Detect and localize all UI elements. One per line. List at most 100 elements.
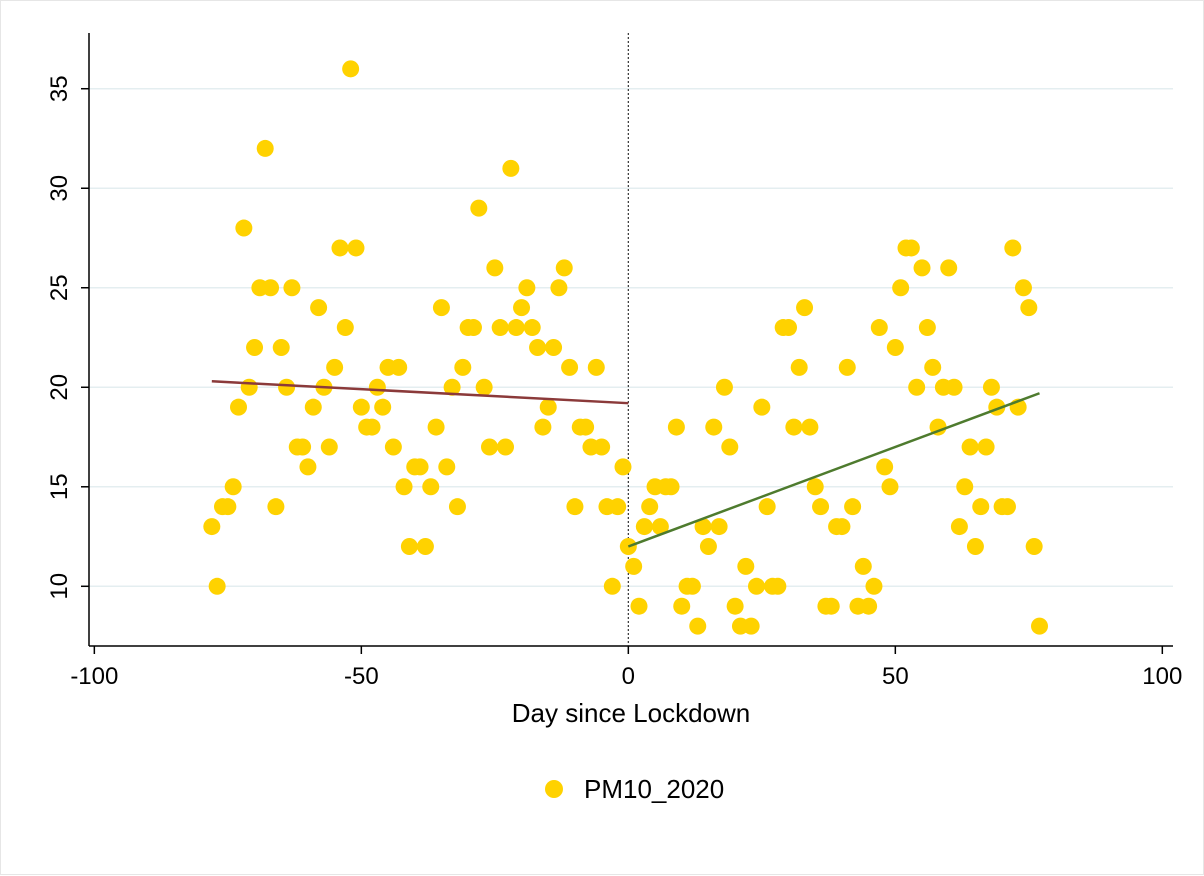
x-axis-title: Day since Lockdown — [512, 698, 750, 728]
data-point — [630, 597, 648, 615]
data-point — [422, 478, 440, 496]
data-point — [998, 498, 1016, 516]
data-point — [780, 319, 798, 337]
data-point — [427, 418, 445, 436]
data-point — [902, 239, 920, 257]
data-point — [715, 378, 733, 396]
data-point — [1031, 617, 1049, 635]
data-point — [283, 279, 301, 297]
data-point — [982, 378, 1000, 396]
data-point — [534, 418, 552, 436]
data-point — [603, 577, 621, 595]
data-point — [299, 458, 317, 476]
data-point — [342, 60, 360, 78]
data-point — [1014, 279, 1032, 297]
y-tick-label: 15 — [46, 473, 73, 500]
data-point — [454, 358, 472, 376]
data-point — [699, 537, 717, 555]
data-point — [529, 338, 547, 356]
data-point — [278, 378, 296, 396]
fit-line-post-lockdown — [627, 392, 1040, 548]
data-point — [545, 338, 563, 356]
data-point — [806, 478, 824, 496]
data-point — [432, 299, 450, 317]
data-point — [523, 319, 541, 337]
data-point — [977, 438, 995, 456]
data-point — [368, 378, 386, 396]
data-point — [913, 259, 931, 277]
data-point — [262, 279, 280, 297]
data-point — [438, 458, 456, 476]
data-point — [336, 319, 354, 337]
data-point — [844, 498, 862, 516]
legend: PM10_2020 — [545, 774, 724, 804]
data-point — [390, 358, 408, 376]
data-point — [833, 518, 851, 536]
data-point — [721, 438, 739, 456]
y-tick-label: 25 — [46, 274, 73, 301]
y-tick-label: 30 — [46, 175, 73, 202]
data-point — [972, 498, 990, 516]
data-point — [801, 418, 819, 436]
data-point — [294, 438, 312, 456]
data-point — [491, 319, 509, 337]
data-point — [892, 279, 910, 297]
data-point — [785, 418, 803, 436]
data-point — [747, 577, 765, 595]
data-point — [796, 299, 814, 317]
data-point — [587, 358, 605, 376]
data-point — [758, 498, 776, 516]
data-point — [326, 358, 344, 376]
data-point — [384, 438, 402, 456]
data-point — [363, 418, 381, 436]
data-point — [956, 478, 974, 496]
x-tick-label: -50 — [344, 663, 379, 690]
x-axis-ticks: -100 -50 0 50 100 — [70, 646, 1182, 690]
data-point — [230, 398, 248, 416]
axes — [88, 33, 1173, 647]
data-point — [641, 498, 659, 516]
data-point — [726, 597, 744, 615]
x-tick-label: 100 — [1142, 663, 1182, 690]
data-point — [710, 518, 728, 536]
data-point — [513, 299, 531, 317]
data-point — [561, 358, 579, 376]
data-point — [475, 378, 493, 396]
data-point — [235, 219, 253, 237]
data-point — [683, 577, 701, 595]
data-point — [886, 338, 904, 356]
data-point — [219, 498, 237, 516]
data-point — [865, 577, 883, 595]
data-point — [838, 358, 856, 376]
data-point — [443, 378, 461, 396]
data-point — [203, 518, 221, 536]
data-point — [539, 398, 557, 416]
data-point — [614, 458, 632, 476]
data-point — [272, 338, 290, 356]
data-point — [416, 537, 434, 555]
data-point — [240, 378, 258, 396]
fit-lines — [211, 380, 1040, 548]
data-point — [502, 159, 520, 177]
data-point — [908, 378, 926, 396]
x-tick-label: 50 — [882, 663, 909, 690]
data-point — [881, 478, 899, 496]
y-tick-label: 10 — [46, 573, 73, 600]
data-point — [395, 478, 413, 496]
data-point — [555, 259, 573, 277]
data-point — [854, 557, 872, 575]
data-point — [310, 299, 328, 317]
legend-label-pm10-2020: PM10_2020 — [584, 774, 724, 804]
x-tick-label: -100 — [70, 663, 118, 690]
data-point — [224, 478, 242, 496]
data-point — [320, 438, 338, 456]
data-point — [790, 358, 808, 376]
data-point — [625, 557, 643, 575]
data-point — [860, 597, 878, 615]
data-point — [566, 498, 584, 516]
data-point — [304, 398, 322, 416]
data-point — [374, 398, 392, 416]
data-point — [577, 418, 595, 436]
